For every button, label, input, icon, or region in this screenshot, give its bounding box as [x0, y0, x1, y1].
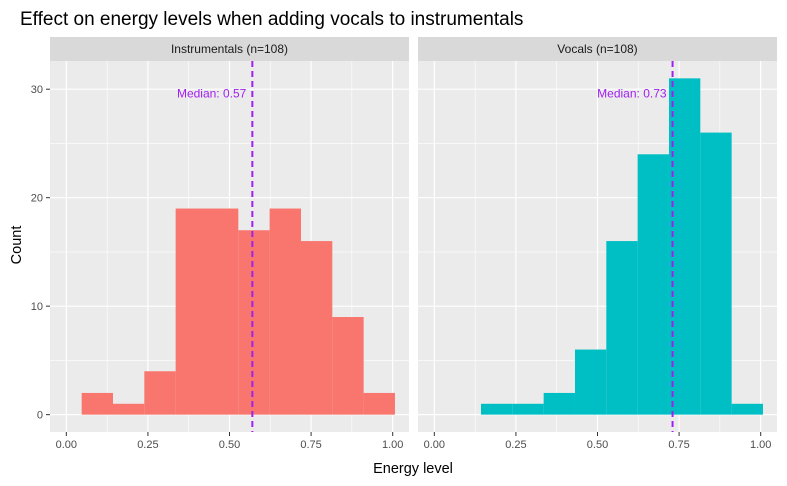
x-tick-label: 0.25 — [137, 439, 158, 451]
facet-panel-1: Instrumentals (n=108) Median: 0.57 0.00 0.2… — [50, 37, 409, 451]
x-tick-label: 1.00 — [750, 439, 771, 451]
histogram-bar — [480, 403, 513, 415]
x-axis-title: Energy level — [373, 461, 453, 477]
histogram-bar — [332, 317, 364, 415]
histogram-bar — [700, 132, 732, 415]
facet-strip — [50, 37, 409, 61]
y-axis: 0 10 20 30 — [31, 84, 50, 422]
histogram-bar — [144, 371, 176, 415]
facet-strip-label: Instrumentals (n=108) — [171, 42, 288, 56]
histogram-bar — [269, 208, 301, 415]
facet-strip-label: Vocals (n=108) — [557, 42, 637, 56]
histogram-bar — [238, 230, 270, 415]
histogram-bar — [206, 208, 239, 415]
histogram-bar — [606, 241, 638, 415]
y-tick-label: 0 — [37, 410, 43, 422]
histogram-bar — [175, 208, 207, 415]
histogram-bar — [81, 392, 113, 415]
y-tick-label: 10 — [31, 301, 43, 313]
y-axis-title: Count — [9, 226, 25, 265]
y-tick-label: 20 — [31, 193, 43, 205]
facet-strip — [418, 37, 777, 61]
x-tick-label: 0.00 — [56, 439, 77, 451]
facet-panel-2: Vocals (n=108) Median: 0.73 0.00 0.25 0.50 0.… — [418, 37, 777, 451]
x-tick-label: 0.50 — [219, 439, 240, 451]
facet-panels: Instrumentals (n=108) Median: 0.57 0.00 0.2… — [50, 37, 777, 451]
histogram-bar — [543, 392, 575, 415]
chart-title: Effect on energy levels when adding voca… — [20, 9, 523, 30]
histogram-bar — [668, 78, 701, 415]
histogram-bar — [300, 241, 333, 415]
median-label: Median: 0.57 — [177, 87, 247, 101]
histogram-bar — [637, 154, 669, 415]
x-tick-label: 0.75 — [668, 439, 689, 451]
x-tick-label: 0.25 — [505, 439, 526, 451]
median-label: Median: 0.73 — [597, 87, 667, 101]
y-tick-label: 30 — [31, 84, 43, 96]
x-tick-label: 0.50 — [587, 439, 608, 451]
histogram-bar — [574, 349, 607, 415]
x-tick-label: 0.75 — [300, 439, 321, 451]
histogram-bar — [363, 392, 395, 415]
histogram-bar — [512, 403, 544, 415]
histogram-bar — [112, 403, 145, 415]
x-tick-label: 1.00 — [382, 439, 403, 451]
x-tick-label: 0.00 — [424, 439, 445, 451]
histogram-bar — [731, 403, 763, 415]
